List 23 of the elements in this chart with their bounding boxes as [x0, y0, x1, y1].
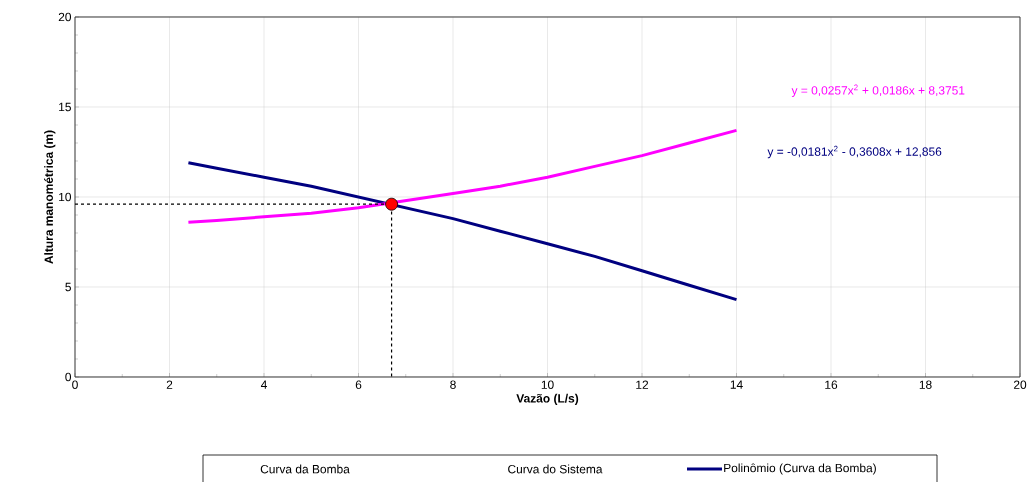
legend-label: Polinômio (Curva da Bomba)	[724, 463, 876, 475]
x-tick-label: 12	[636, 380, 649, 389]
y-tick-label: 5	[65, 282, 71, 292]
annotation: y = 0,0257x$^{2}$ + 0,0186x + 8,3751	[791, 84, 965, 97]
y-axis-title: Altura manométrica (m)	[44, 130, 56, 264]
annotation: y = -0,0181x$^{2}$ - 0,3608x + 12,856	[767, 145, 942, 159]
y-tick-label: 15	[59, 102, 71, 112]
x-tick-label: 16	[825, 380, 838, 389]
y-tick-label: 10	[59, 192, 72, 202]
x-tick-label: 0	[72, 380, 78, 389]
y-tick-label: 20	[58, 12, 72, 22]
x-tick-label: 14	[730, 380, 743, 389]
text: Curva do Sistema	[508, 464, 603, 474]
x-tick-label: 2	[166, 380, 173, 389]
x-tick-label: 8	[450, 380, 456, 389]
x-tick-label: 18	[919, 380, 932, 389]
x-tick-label: 4	[260, 380, 267, 389]
x-tick-label: 6	[355, 380, 362, 389]
x-tick-label: 20	[1013, 380, 1027, 389]
y-tick-label: 0	[65, 372, 72, 382]
x-axis-title: Vazão (L/s)	[516, 393, 579, 405]
x-tick-label: 10	[541, 380, 554, 389]
text: Curva da Bomba	[260, 464, 350, 474]
